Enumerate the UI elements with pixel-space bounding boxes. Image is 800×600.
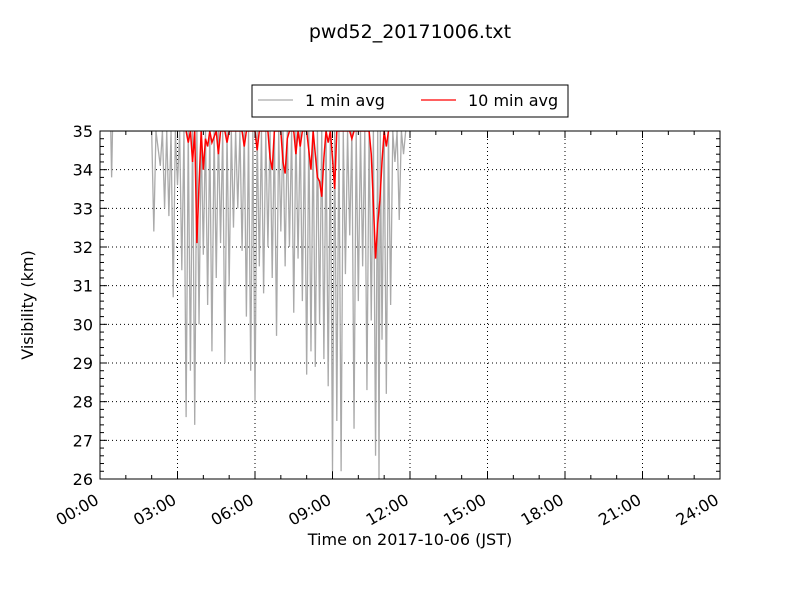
- plot-frame: [99, 130, 721, 480]
- y-tick-label: 26: [73, 470, 93, 489]
- chart-title: pwd52_20171006.txt: [309, 21, 511, 43]
- y-tick-label: 33: [73, 199, 93, 218]
- series-line-1min-avg: [110, 131, 407, 479]
- legend-box: [251, 84, 569, 118]
- x-axis-label: Time on 2017-10-06 (JST): [307, 530, 512, 549]
- y-tick-label: 27: [73, 431, 93, 450]
- ticks: [99, 130, 721, 480]
- legend-label-10min: 10 min avg: [468, 91, 558, 110]
- grid: [100, 131, 720, 479]
- y-tick-label: 30: [73, 315, 93, 334]
- legend: 1 min avg 10 min avg: [251, 84, 569, 118]
- series-line-10min-avg: [185, 131, 390, 259]
- y-tick-label: 29: [73, 354, 93, 373]
- y-tick-label: 28: [73, 393, 93, 412]
- y-tick-label: 35: [73, 122, 93, 141]
- legend-label-1min: 1 min avg: [305, 91, 385, 110]
- y-tick-label: 32: [73, 238, 93, 257]
- y-tick-labels: 26 27 28 29 30 31 32 33 34 35: [73, 122, 93, 489]
- y-tick-label: 31: [73, 277, 93, 296]
- y-tick-label: 34: [73, 161, 93, 180]
- series-layer: [110, 131, 407, 479]
- y-axis-label: Visibility (km): [18, 250, 37, 359]
